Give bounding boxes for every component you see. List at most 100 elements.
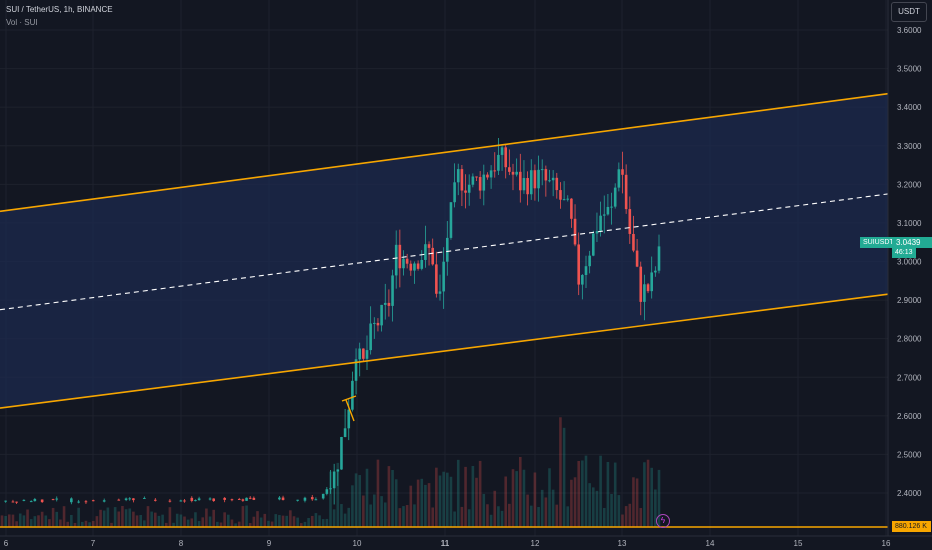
volume-bar [77,507,80,527]
volume-bar [628,503,632,527]
price-tick-label: 2.9000 [897,296,922,305]
volume-bar [40,511,44,527]
candle-body [522,178,526,191]
candle-body [460,169,464,191]
candle-body [343,428,347,437]
volume-bar [489,514,493,527]
volume-bar [449,476,453,527]
volume-bar [208,516,212,527]
candle-body [387,302,391,306]
volume-bar [132,511,135,527]
price-tick-label: 3.5000 [897,65,922,74]
volume-bar [409,485,413,527]
volume-bar [102,510,106,527]
volume-bar [106,507,110,527]
volume-bar [223,512,226,527]
volume-bar [321,519,325,527]
volume-bar [307,517,310,527]
candle-body [657,246,661,271]
candle-body [471,176,475,185]
candle-body [398,244,402,269]
volume-bar [391,469,394,527]
candle-body [132,498,135,501]
volume-bar [526,494,529,527]
volume-bar [121,505,124,527]
candle-body [599,215,602,232]
volume-bar [504,476,507,527]
volume-bar [44,515,48,527]
volume-bar [154,512,157,527]
candle-body [606,206,610,215]
volume-bar [179,514,183,527]
currency-button[interactable]: USDT [891,2,927,22]
time-tick-label: 6 [4,539,9,548]
volume-bar [351,485,354,527]
price-tick-label: 3.4000 [897,103,922,112]
volume-bar [456,459,460,527]
volume-bar [606,461,610,527]
volume-bar [332,509,336,527]
channel-lower-line [0,293,889,409]
volume-bar [0,515,4,527]
symbol-title[interactable]: SUI / TetherUS, 1h, BINANCE [6,5,113,14]
volume-bar [66,521,69,527]
volume-bar [643,462,646,527]
candle-body [248,497,252,499]
volume-bar [219,522,223,527]
volume-bar [99,509,102,527]
volume-bar [296,517,299,527]
volume-bar [592,487,595,527]
volume-bar [310,515,314,527]
volume-bar [424,484,427,527]
candle-body [562,199,566,201]
candle-body [551,177,555,181]
volume-bar [405,505,409,527]
price-tick-label: 3.1000 [897,219,922,228]
volume-bar [416,479,420,527]
volume-bar [248,523,252,527]
lightning-icon[interactable]: ϟ [656,514,670,528]
candle-body [321,493,325,499]
candle-body [632,233,635,251]
volume-bar [347,507,351,527]
candle-body [4,500,7,502]
candle-body [55,498,59,500]
volume-bar [354,473,358,527]
candle-body [33,499,37,502]
candle-body [515,171,518,175]
candle-body [29,501,33,503]
volume-bar [635,478,639,527]
countdown-label: 46:13 [892,248,916,258]
volume-bar [168,507,172,527]
volume-bar [566,506,570,527]
volume-bar [84,520,88,527]
candle-body [500,147,504,155]
volume-bar [278,515,281,527]
volume-bar [453,511,456,527]
candle-body [380,304,383,326]
candle-body [533,170,537,189]
volume-bar [442,471,445,527]
candle-body [405,258,409,264]
volume-bar [314,513,318,527]
candle-body [128,498,132,500]
volume-bar [325,518,329,527]
volume-indicator-title[interactable]: Vol · SUI [6,18,38,27]
candle-body [369,323,372,351]
volume-bar [427,483,431,527]
volume-bar [376,459,380,527]
volume-bar [51,507,55,527]
candle-body [635,250,639,267]
candle-body [435,264,438,294]
volume-bar [398,508,402,527]
volume-bar [15,521,18,527]
volume-bar [522,469,526,527]
volume-bar [446,472,449,527]
price-tick-label: 2.6000 [897,412,922,421]
candle-body [241,499,245,501]
volume-bar [274,514,278,527]
volume-bar [435,467,438,527]
volume-bar [508,503,511,527]
candle-body [190,497,194,501]
